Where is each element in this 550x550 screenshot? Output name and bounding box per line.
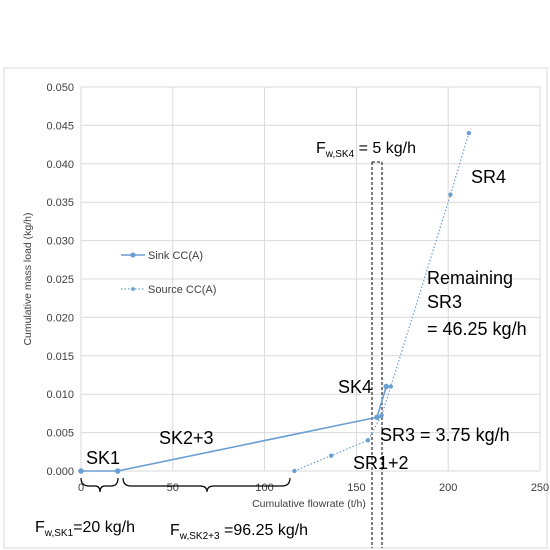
gridlines — [80, 86, 541, 472]
y-tick-labels: 0.000 0.005 0.010 0.015 0.020 0.025 0.030 0.035… — [46, 82, 74, 478]
data-point-source — [448, 192, 453, 197]
annotation-fw-sk1: Fw,SK1=20 kg/h — [35, 519, 135, 539]
legend-label-sink: Sink CC(A) — [148, 250, 203, 262]
x-tick-label: 150 — [347, 482, 365, 494]
data-point-source — [388, 384, 394, 389]
annotation-fw-sk23: Fw,SK2+3 =96.25 kg/h — [170, 522, 308, 542]
data-point-sink — [374, 414, 380, 421]
y-tick-label: 0.025 — [46, 274, 74, 286]
legend-marker-source — [131, 287, 135, 291]
x-axis-title: Cumulative flowrate (t/h) — [252, 498, 366, 510]
y-tick-label: 0.010 — [46, 389, 74, 401]
x-tick-label: 50 — [167, 482, 179, 494]
y-tick-label: 0.030 — [46, 236, 74, 248]
y-tick-label: 0.020 — [46, 312, 74, 324]
data-point-source — [328, 453, 334, 458]
x-tick-label: 0 — [78, 482, 84, 494]
data-point-source — [379, 413, 384, 418]
y-tick-label: 0.035 — [46, 197, 74, 209]
brace-fw-sk1 — [80, 477, 119, 493]
chart-area-border — [3, 67, 548, 549]
y-tick-label: 0.005 — [46, 428, 74, 440]
legend-label-source: Source CC(A) — [148, 284, 216, 296]
data-point-source — [292, 468, 297, 474]
y-tick-label: 0.050 — [46, 82, 74, 94]
x-tick-labels: 0 50 100 150 200 250 — [78, 482, 549, 494]
y-axis-title: Cumulative mass load (kg/h) — [22, 212, 34, 345]
annotation-remaining-line1: Remaining — [427, 268, 513, 288]
data-point-sink — [114, 468, 121, 474]
fw-sk4-bracket — [371, 161, 383, 548]
annotation-sr4: SR4 — [471, 167, 506, 187]
annotation-sr12: SR1+2 — [353, 453, 409, 473]
annotation-remaining-line3: = 46.25 kg/h — [427, 319, 527, 339]
data-point-source — [365, 438, 371, 443]
data-point-sink — [78, 468, 84, 474]
annotation-sk23: SK2+3 — [159, 428, 214, 448]
annotation-sk4: SK4 — [338, 377, 372, 397]
annotation-sk1: SK1 — [86, 448, 120, 468]
y-tick-label: 0.040 — [46, 159, 74, 171]
series-layer — [78, 130, 472, 474]
data-point-source — [466, 130, 472, 136]
y-tick-label: 0.000 — [46, 466, 74, 478]
y-tick-label: 0.015 — [46, 351, 74, 363]
legend: Sink CC(A) Source CC(A) — [121, 250, 216, 296]
annotation-sr3: SR3 = 3.75 kg/h — [380, 425, 510, 445]
data-point-sink — [383, 383, 390, 390]
annotation-fw-sk4: Fw,SK4 = 5 kg/h — [316, 140, 416, 160]
y-tick-label: 0.045 — [46, 120, 74, 132]
brace-fw-sk23 — [122, 477, 291, 493]
x-tick-label: 100 — [255, 482, 273, 494]
annotation-remaining-line2: SR3 — [427, 292, 462, 312]
x-tick-label: 250 — [531, 482, 549, 494]
legend-marker-sink — [130, 252, 136, 258]
x-tick-label: 200 — [439, 482, 457, 494]
series-line-sink — [81, 386, 388, 472]
